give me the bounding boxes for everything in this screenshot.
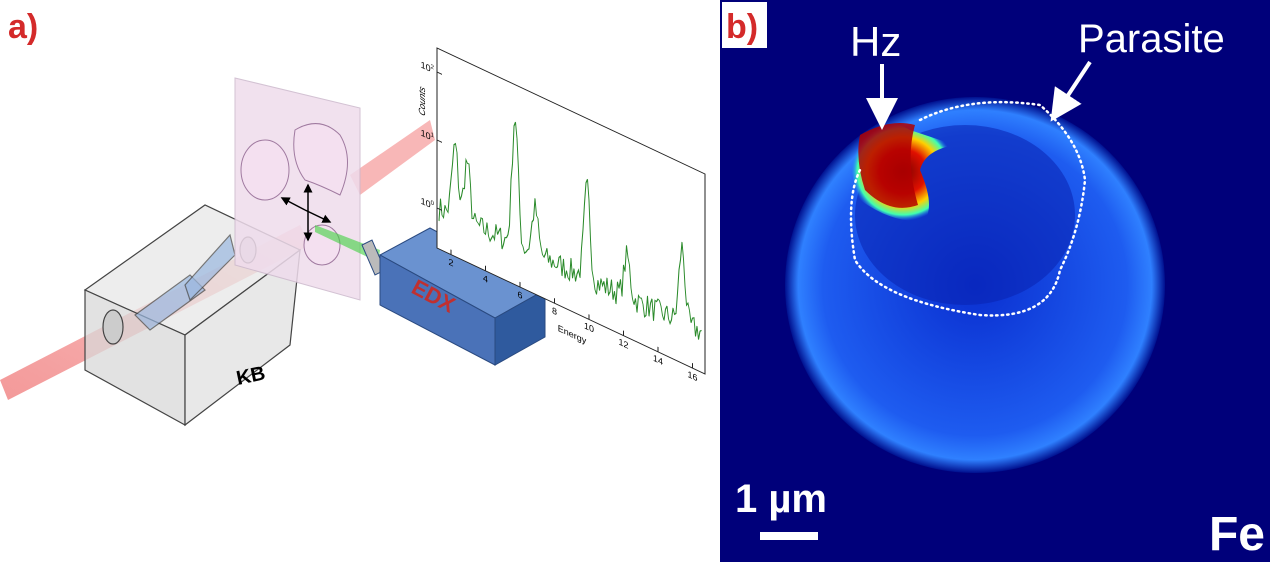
x-tick-label: 8 <box>552 305 557 318</box>
x-tick-label: 10 <box>584 320 594 335</box>
x-tick-label: 4 <box>483 273 488 286</box>
y-tick-label: 101 <box>421 127 435 145</box>
x-tick-label: 12 <box>618 337 628 352</box>
parasite-label: Parasite <box>1078 17 1225 61</box>
panel-label: a) <box>8 8 38 46</box>
hz-label: Hz <box>850 18 901 65</box>
y-tick <box>437 139 442 143</box>
fluorescence-cone <box>350 120 435 195</box>
y-axis-label: Counts <box>417 84 427 118</box>
spectrum-frame <box>436 47 706 375</box>
tick-exponent: 0 <box>431 199 435 207</box>
tick-base: 10 <box>421 128 431 143</box>
tick-base: 10 <box>421 60 431 75</box>
element-label: Fe <box>1209 508 1265 561</box>
scale-bar-label: 1 µm <box>735 477 827 521</box>
hz-core <box>858 122 918 208</box>
y-tick <box>437 71 442 75</box>
panel-label: b) <box>726 8 758 46</box>
x-tick-label: 6 <box>517 289 522 302</box>
spectrum-line <box>438 121 702 340</box>
tick-exponent: 1 <box>431 131 435 139</box>
cell <box>293 123 348 196</box>
label-box <box>722 2 767 48</box>
tick-base: 10 <box>421 196 431 211</box>
parasite-arrow <box>1050 60 1092 122</box>
x-tick-label: 14 <box>653 353 663 368</box>
edx-signal <box>315 225 380 262</box>
edx-detector <box>361 227 547 366</box>
cell <box>240 139 290 201</box>
tick-exponent: 2 <box>431 63 435 71</box>
scan-arrows <box>280 183 332 242</box>
y-tick-label: 102 <box>421 59 435 77</box>
kb-label: KB <box>234 362 267 390</box>
scale-bar <box>760 532 818 540</box>
x-tick-label: 2 <box>448 257 453 270</box>
y-tick <box>437 207 442 211</box>
y-tick-label: 100 <box>421 195 435 213</box>
x-axis-label: Energy <box>558 323 587 347</box>
x-tick-label: 16 <box>687 369 697 384</box>
parasite-outline <box>849 100 1087 317</box>
